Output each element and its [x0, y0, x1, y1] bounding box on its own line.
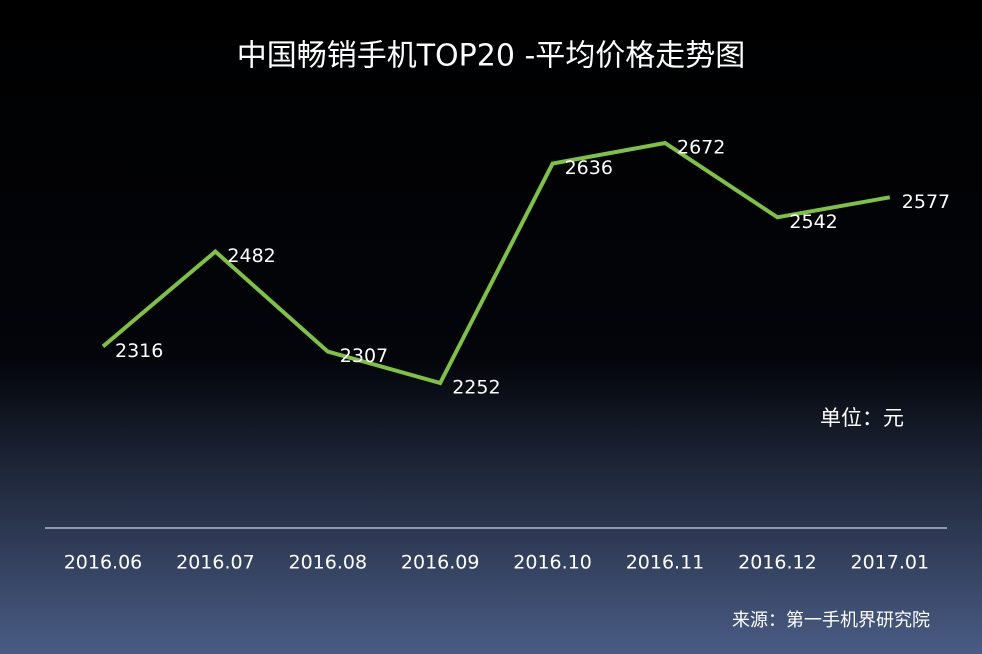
data-label: 2316	[115, 340, 163, 362]
x-tick-label: 2016.08	[289, 552, 368, 574]
x-tick-label: 2016.11	[626, 552, 705, 574]
x-tick-label: 2016.10	[513, 552, 592, 574]
data-line	[101, 140, 891, 386]
x-tick-label: 2016.12	[738, 552, 817, 574]
x-tick-label: 2016.09	[401, 552, 480, 574]
unit-note: 单位：元	[820, 406, 904, 430]
data-label: 2636	[565, 157, 613, 179]
data-label: 2672	[677, 137, 725, 159]
data-label: 2307	[340, 345, 388, 367]
data-label: 2482	[227, 245, 275, 267]
source-note: 来源：第一手机界研究院	[732, 610, 930, 631]
data-label: 2577	[902, 191, 950, 213]
x-tick-label: 2016.06	[64, 552, 143, 574]
data-label: 2252	[452, 377, 500, 399]
x-tick-label: 2017.01	[851, 552, 930, 574]
x-tick-label: 2016.07	[176, 552, 255, 574]
chart-title: 中国畅销手机TOP20 -平均价格走势图	[237, 39, 746, 74]
data-label: 2542	[789, 211, 837, 233]
